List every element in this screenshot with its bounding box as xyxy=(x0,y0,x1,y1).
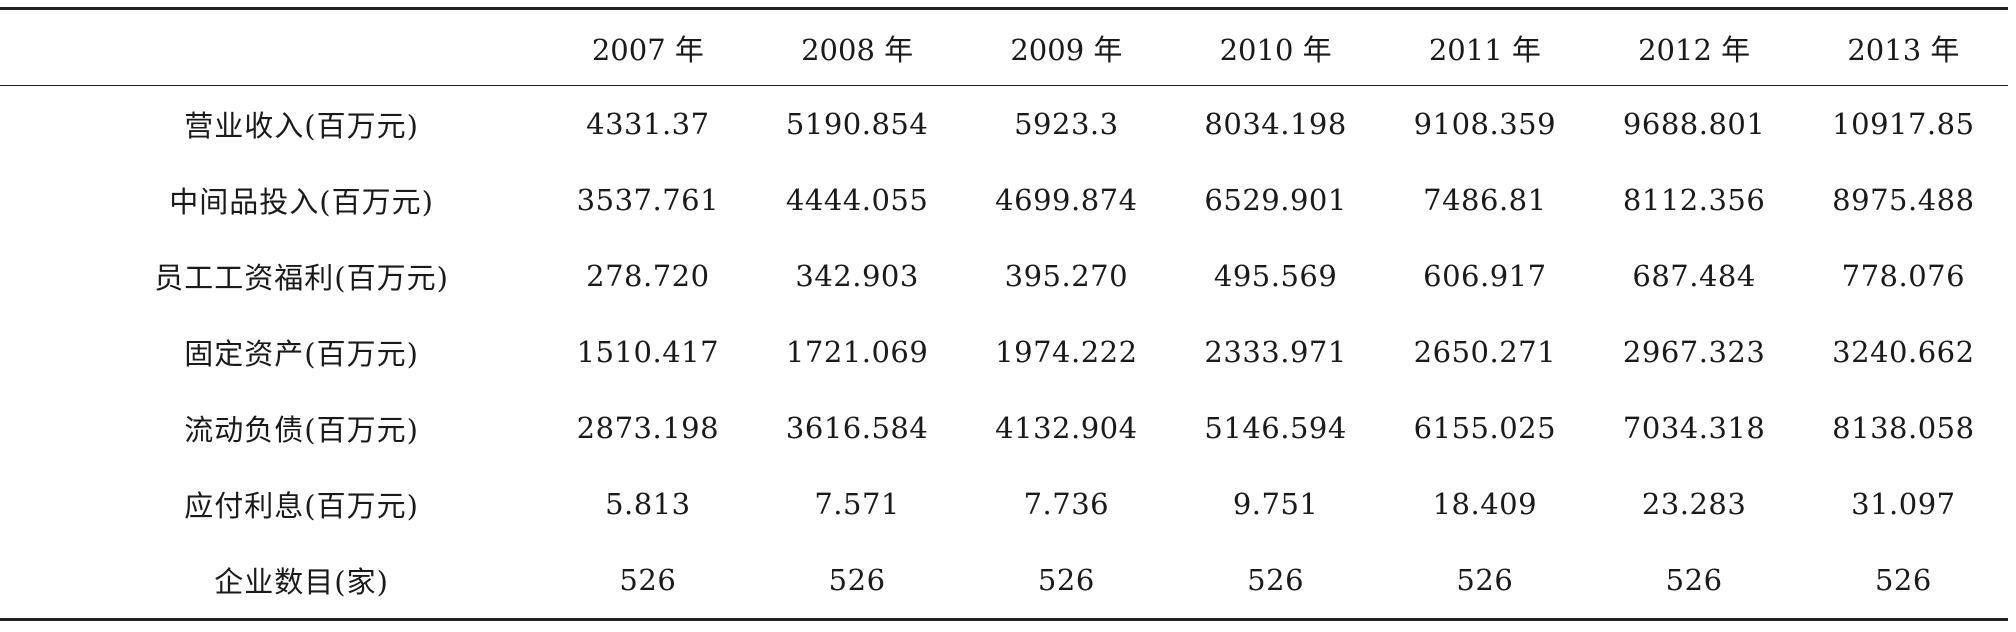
table-cell: 4699.874 xyxy=(995,183,1138,217)
table-cell: 2967.323 xyxy=(1622,335,1766,369)
table-cell: 23.283 xyxy=(1641,487,1747,521)
table-cell: 8112.356 xyxy=(1622,183,1766,217)
table-cell: 526 xyxy=(1247,563,1305,597)
table-cell: 9688.801 xyxy=(1622,107,1766,141)
header-year: 2008 年 xyxy=(801,32,914,67)
header-year: 2012 年 xyxy=(1638,32,1751,67)
table-cell: 7034.318 xyxy=(1622,411,1766,445)
table-body: 营业收入(百万元) 4331.37 5190.854 5923.3 8034.1… xyxy=(0,86,2008,620)
table-cell: 3616.584 xyxy=(785,411,929,445)
table-cell: 6529.901 xyxy=(1204,183,1347,217)
header-year: 2007 年 xyxy=(591,32,704,67)
table-cell: 526 xyxy=(619,563,677,597)
table-row-wages: 员工工资福利(百万元) 278.720 342.903 395.270 495.… xyxy=(0,238,2008,314)
table-cell: 1510.417 xyxy=(576,335,720,369)
table-cell: 395.270 xyxy=(1004,259,1129,293)
table-cell: 18.409 xyxy=(1432,487,1538,521)
table-cell: 8034.198 xyxy=(1204,107,1347,141)
table-cell: 687.484 xyxy=(1632,259,1756,293)
table-row-interest-payable: 应付利息(百万元) 5.813 7.571 7.736 9.751 18.409… xyxy=(0,466,2008,542)
statistics-table: 2007 年 2008 年 2009 年 2010 年 2011 年 2012 … xyxy=(0,7,2008,621)
table-cell: 8975.488 xyxy=(1832,183,1975,217)
table-cell: 7.571 xyxy=(814,487,900,521)
table-cell: 526 xyxy=(1037,563,1095,597)
table-row-revenue: 营业收入(百万元) 4331.37 5190.854 5923.3 8034.1… xyxy=(0,86,2008,163)
table-cell: 278.720 xyxy=(586,259,710,293)
table-cell: 4331.37 xyxy=(586,107,710,141)
header-corner xyxy=(0,9,543,86)
row-label: 中间品投入(百万元) xyxy=(169,185,434,219)
header-year: 2009 年 xyxy=(1010,32,1123,67)
table-cell: 1974.222 xyxy=(995,335,1138,369)
table-cell: 526 xyxy=(828,563,886,597)
table-cell: 526 xyxy=(1456,563,1514,597)
table-cell: 6155.025 xyxy=(1413,411,1557,445)
table-cell: 4132.904 xyxy=(995,411,1138,445)
table-cell: 7486.81 xyxy=(1423,183,1547,217)
row-label: 营业收入(百万元) xyxy=(184,109,419,143)
header-row: 2007 年 2008 年 2009 年 2010 年 2011 年 2012 … xyxy=(0,8,2008,86)
table-row-fixed-assets: 固定资产(百万元) 1510.417 1721.069 1974.222 233… xyxy=(0,314,2008,390)
table-cell: 5146.594 xyxy=(1204,411,1347,445)
data-table-container: 2007 年 2008 年 2009 年 2010 年 2011 年 2012 … xyxy=(0,7,2008,621)
table-cell: 2650.271 xyxy=(1413,335,1557,369)
table-cell: 5.813 xyxy=(605,487,691,521)
table-cell: 10917.85 xyxy=(1832,107,1975,141)
table-cell: 2873.198 xyxy=(576,411,720,445)
table-cell: 1721.069 xyxy=(785,335,929,369)
table-cell: 5190.854 xyxy=(785,107,929,141)
row-label: 流动负债(百万元) xyxy=(184,413,419,447)
table-cell: 5923.3 xyxy=(1014,107,1119,141)
table-cell: 606.917 xyxy=(1423,259,1547,293)
table-row-intermediate-inputs: 中间品投入(百万元) 3537.761 4444.055 4699.874 65… xyxy=(0,162,2008,238)
table-cell: 8138.058 xyxy=(1832,411,1975,445)
table-cell: 3240.662 xyxy=(1832,335,1975,369)
table-cell: 31.097 xyxy=(1851,487,1956,521)
table-cell: 9.751 xyxy=(1232,487,1319,521)
table-cell: 526 xyxy=(1874,563,1932,597)
table-row-firm-count: 企业数目(家) 526 526 526 526 526 526 526 xyxy=(0,542,2008,620)
table-cell: 9108.359 xyxy=(1413,107,1557,141)
table-cell: 2333.971 xyxy=(1204,335,1347,369)
table-cell: 7.736 xyxy=(1023,487,1110,521)
row-label: 员工工资福利(百万元) xyxy=(154,261,449,295)
table-cell: 4444.055 xyxy=(785,183,929,217)
header-year: 2011 年 xyxy=(1428,32,1541,67)
table-cell: 3537.761 xyxy=(576,183,720,217)
table-row-current-liabilities: 流动负债(百万元) 2873.198 3616.584 4132.904 514… xyxy=(0,390,2008,466)
row-label: 固定资产(百万元) xyxy=(184,337,419,371)
table-cell: 526 xyxy=(1665,563,1723,597)
row-label: 企业数目(家) xyxy=(214,565,389,599)
header-year: 2010 年 xyxy=(1219,32,1332,67)
table-header: 2007 年 2008 年 2009 年 2010 年 2011 年 2012 … xyxy=(0,8,2008,86)
table-cell: 342.903 xyxy=(795,259,919,293)
header-year: 2013 年 xyxy=(1847,32,1960,67)
row-label: 应付利息(百万元) xyxy=(184,489,419,523)
table-cell: 778.076 xyxy=(1841,259,1966,293)
table-cell: 495.569 xyxy=(1213,259,1338,293)
